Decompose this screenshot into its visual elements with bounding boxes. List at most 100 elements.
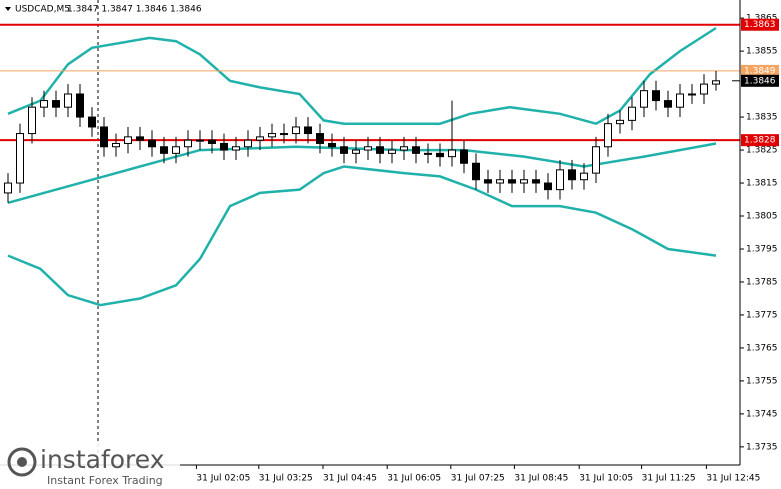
y-tick-label: 1.3745 [746, 409, 778, 419]
menu-triangle [5, 7, 11, 11]
candle-body [4, 182, 13, 194]
candle-body [520, 179, 529, 184]
level-label: 1.3849 [744, 66, 776, 76]
candle-body [472, 162, 481, 181]
candle-body [40, 100, 49, 108]
bollinger-band [7, 142, 717, 205]
candle-body [388, 149, 397, 154]
x-tick-label: 31 Jul 07:25 [451, 474, 505, 484]
candle-body [364, 146, 373, 151]
candle-body [292, 126, 301, 135]
candle-body [556, 169, 565, 191]
candle-body [460, 149, 469, 164]
y-tick-label: 1.3795 [746, 244, 778, 254]
x-tick-label: 31 Jul 11:25 [642, 474, 696, 484]
candle-body [700, 83, 709, 95]
logo-dot [17, 457, 27, 467]
y-tick-label: 1.3785 [746, 277, 778, 287]
plot-area [0, 23, 740, 307]
candle-body [184, 139, 193, 148]
y-tick-label: 1.3835 [746, 113, 778, 123]
candle-body [712, 80, 721, 85]
candle-body [436, 152, 445, 158]
y-tick-label: 1.3825 [746, 146, 778, 156]
candle-body [112, 142, 121, 148]
chart-title: USDCAD,M5 [15, 5, 70, 15]
candle-body [100, 126, 109, 148]
candle-body [64, 93, 73, 108]
candle-body [136, 136, 145, 141]
candle-body [400, 146, 409, 151]
candle-body [244, 139, 253, 148]
candle-body [76, 93, 85, 118]
y-tick-label: 1.3865 [746, 14, 778, 24]
candle-body [208, 139, 217, 144]
candle-body [604, 123, 613, 148]
x-tick-label: 31 Jul 12:45 [706, 474, 760, 484]
candle-body [16, 133, 25, 184]
x-tick-label: 31 Jul 03:25 [259, 474, 313, 484]
candle-body [424, 152, 433, 155]
candle-body [52, 100, 61, 108]
candle-body [616, 119, 625, 125]
candle-body [592, 146, 601, 174]
level-label: 1.3828 [744, 136, 776, 146]
brand: instaforex [40, 445, 165, 474]
y-tick-label: 1.3855 [746, 47, 778, 57]
candle-body [328, 142, 337, 148]
x-tick-label: 31 Jul 02:05 [196, 474, 250, 484]
level-label: 1.3863 [744, 20, 776, 30]
candle-body [544, 182, 553, 191]
candle-body [664, 100, 673, 108]
candle-body [316, 133, 325, 144]
bollinger-band [7, 165, 717, 307]
watermark: instaforex Instant Forex Trading [0, 443, 180, 489]
candle-body [268, 133, 277, 138]
level-label-bg [741, 18, 779, 31]
candle-body [340, 146, 349, 154]
candle-body [124, 136, 133, 144]
level-label-bg [741, 64, 779, 77]
candle-body [532, 179, 541, 184]
y-tick-label: 1.3805 [746, 212, 778, 222]
ohlc-text: 1.3847 1.3847 1.3846 1.3846 [67, 5, 202, 15]
level-label-bg [741, 134, 779, 147]
candle-body [640, 90, 649, 108]
last-price-bg [741, 74, 779, 87]
candle-body [376, 146, 385, 154]
y-tick-label: 1.3815 [746, 179, 778, 189]
candle-body [652, 90, 661, 102]
x-tick-label: 31 Jul 10:05 [579, 474, 633, 484]
candle-body [496, 179, 505, 184]
candle-body [352, 149, 361, 154]
candle-body [160, 146, 169, 154]
candle-body [88, 116, 97, 128]
x-tick-label: 31 Jul 04:45 [323, 474, 377, 484]
candle-body [256, 136, 265, 141]
x-tick-label: 31 Jul 08:45 [514, 474, 568, 484]
candle-body [580, 172, 589, 181]
candle-body [508, 179, 517, 184]
candle-body [28, 106, 37, 135]
y-tick-label: 1.3775 [746, 310, 778, 320]
tagline: Instant Forex Trading [47, 474, 163, 487]
x-tick-label: 31 Jul 06:05 [387, 474, 441, 484]
y-tick-label: 1.3755 [746, 376, 778, 386]
last-price-label: 1.3846 [744, 76, 776, 86]
candle-body [448, 149, 457, 158]
y-tick-label: 1.3765 [746, 343, 778, 353]
candle-body [148, 139, 157, 148]
candle-body [628, 106, 637, 121]
bollinger-band [7, 26, 717, 126]
candle-body [280, 133, 289, 136]
y-tick-label: 1.3735 [746, 442, 778, 452]
candle-body [568, 169, 577, 181]
candle-body [232, 146, 241, 151]
candle-body [172, 146, 181, 154]
logo-ring [7, 447, 37, 477]
candle-body [412, 146, 421, 154]
candle-body [676, 93, 685, 108]
candle-body [484, 179, 493, 184]
